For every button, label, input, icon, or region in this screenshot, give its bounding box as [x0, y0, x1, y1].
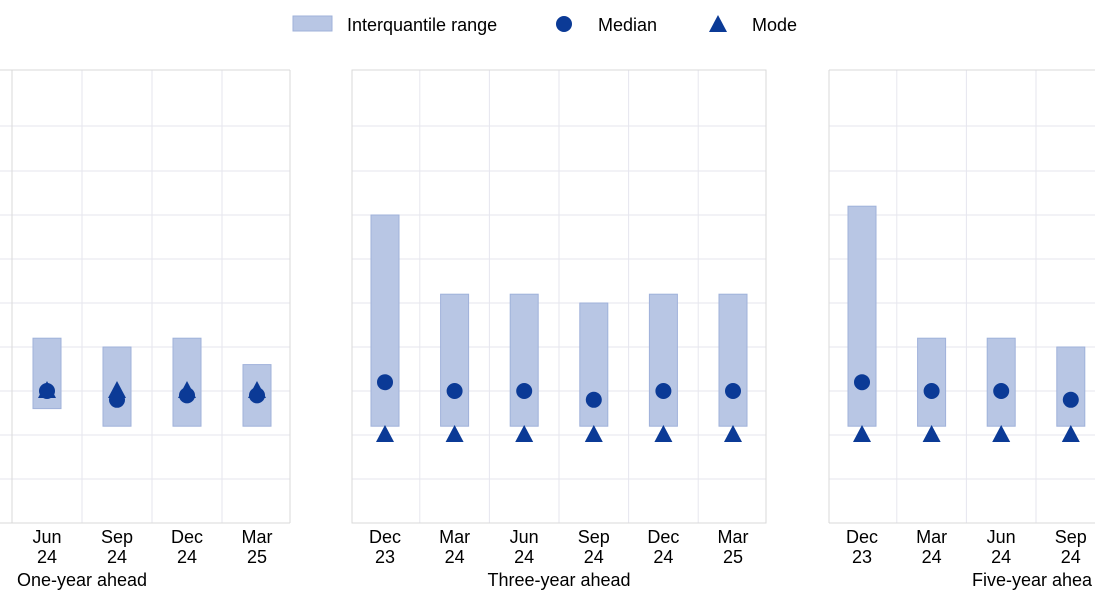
median-marker — [655, 383, 672, 399]
tick-label-year: 24 — [584, 547, 604, 567]
tick-label-month: Dec — [846, 527, 878, 547]
tick-label-month: Sep — [578, 527, 610, 547]
mode-marker — [654, 425, 673, 442]
range-bar — [440, 293, 470, 427]
legend-range-swatch — [292, 15, 333, 32]
tick-label-year: 24 — [177, 547, 197, 567]
median-marker — [377, 374, 393, 391]
panel-title: One-year ahead — [17, 570, 147, 590]
median-marker — [854, 374, 870, 391]
median-marker — [923, 383, 940, 399]
mode-marker — [922, 425, 941, 442]
range-bar — [986, 337, 1016, 427]
tick-label-month: Mar — [242, 527, 273, 547]
tick-label-year: 24 — [653, 547, 673, 567]
panel-title: Three-year ahead — [487, 570, 630, 590]
tick-label-year: 25 — [247, 547, 267, 567]
legend-label-median: Median — [598, 15, 657, 35]
range-bar — [917, 337, 947, 427]
mode-marker — [853, 425, 871, 442]
tick-label-year: 24 — [514, 547, 534, 567]
panel-2: Dec23Mar24Jun24Sep24Dec24Mar25Three-year… — [351, 69, 767, 590]
tick-label-month: Dec — [171, 527, 203, 547]
median-marker — [993, 383, 1010, 399]
tick-label-year: 24 — [445, 547, 465, 567]
tick-label-year: 24 — [991, 547, 1011, 567]
tick-label-year: 24 — [1061, 547, 1081, 567]
legend: Interquantile range Median Mode — [292, 15, 797, 35]
range-bar — [509, 293, 539, 427]
median-marker — [179, 387, 195, 404]
tick-label-month: Dec — [369, 527, 401, 547]
mode-marker — [515, 425, 534, 442]
median-marker — [725, 383, 741, 399]
legend-label-interquantile: Interquantile range — [347, 15, 497, 35]
tick-label-month: Mar — [718, 527, 749, 547]
legend-circle-icon — [556, 16, 572, 32]
mode-marker — [1061, 425, 1080, 442]
legend-triangle-icon — [709, 15, 727, 32]
median-marker — [585, 391, 602, 408]
tick-label-month: Jun — [32, 527, 61, 547]
range-bar — [847, 205, 877, 427]
range-bar — [718, 293, 748, 427]
mode-marker — [445, 425, 464, 442]
range-bar — [370, 214, 400, 427]
mode-marker — [584, 425, 603, 442]
median-marker — [39, 383, 55, 399]
tick-label-month: Dec — [647, 527, 679, 547]
mode-marker — [992, 425, 1011, 442]
mode-marker — [376, 425, 394, 442]
tick-label-month: Sep — [1055, 527, 1087, 547]
tick-label-month: Mar — [439, 527, 470, 547]
median-marker — [516, 383, 533, 399]
mode-marker — [724, 425, 742, 442]
panel-title: Five-year ahea — [972, 570, 1093, 590]
range-bar — [1056, 346, 1086, 427]
tick-label-year: 23 — [375, 547, 395, 567]
median-marker — [109, 391, 125, 408]
range-bar — [648, 293, 678, 427]
median-marker — [1062, 391, 1079, 408]
legend-label-mode: Mode — [752, 15, 797, 35]
median-marker — [446, 383, 463, 399]
tick-label-year: 23 — [852, 547, 872, 567]
tick-label-year: 25 — [723, 547, 743, 567]
tick-label-month: Mar — [916, 527, 947, 547]
tick-label-month: Jun — [510, 527, 539, 547]
tick-label-year: 24 — [107, 547, 127, 567]
tick-label-month: Jun — [987, 527, 1016, 547]
median-marker — [249, 387, 265, 404]
tick-label-year: 24 — [922, 547, 942, 567]
tick-label-year: 24 — [37, 547, 57, 567]
tick-label-month: Sep — [101, 527, 133, 547]
panel-frame — [351, 69, 767, 524]
